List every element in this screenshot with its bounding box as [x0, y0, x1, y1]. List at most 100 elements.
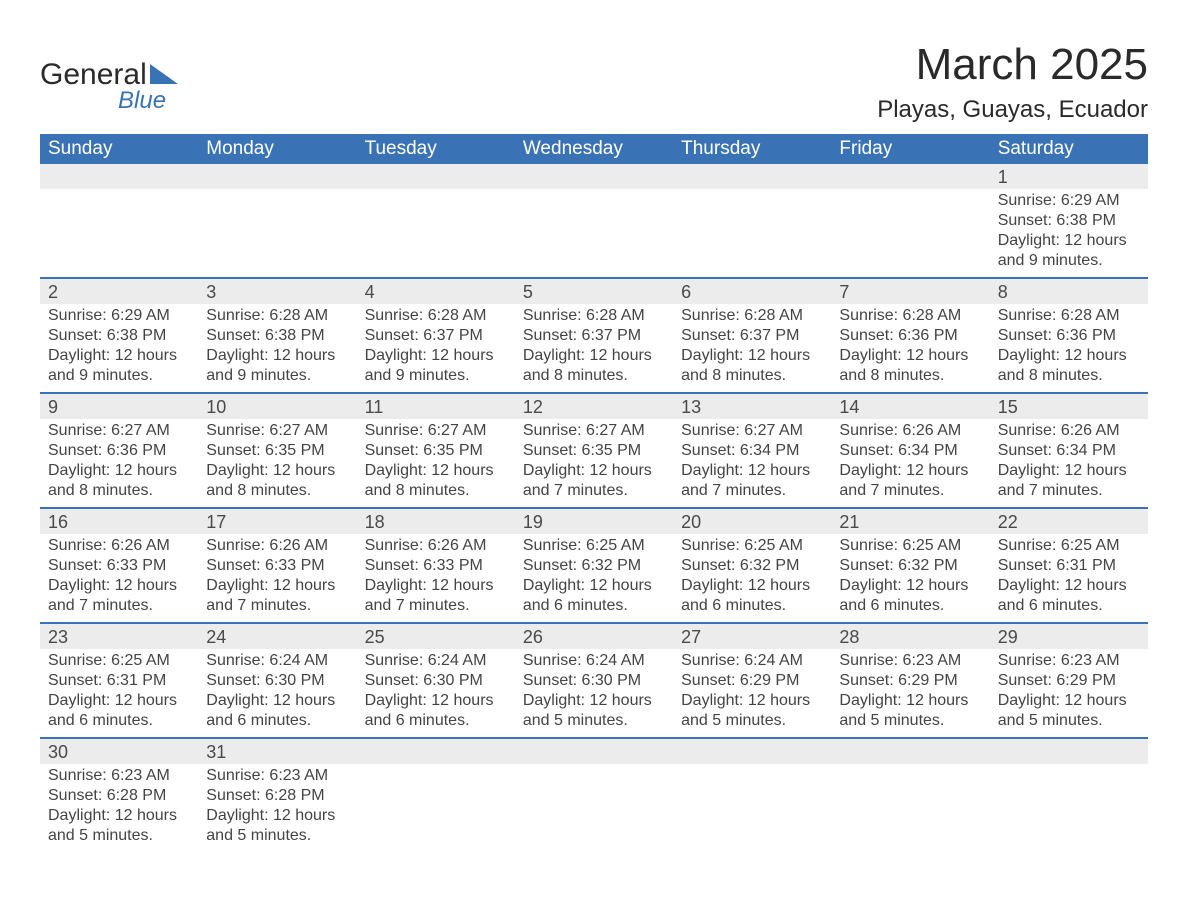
day-info-cell — [673, 764, 831, 852]
day-info-cell — [357, 189, 515, 278]
day-d1: Daylight: 12 hours — [839, 461, 981, 481]
day-info-cell: Sunrise: 6:24 AMSunset: 6:30 PMDaylight:… — [198, 649, 356, 738]
day-d1: Daylight: 12 hours — [523, 576, 665, 596]
day-ss: Sunset: 6:35 PM — [523, 441, 665, 461]
day-number-cell: 20 — [673, 508, 831, 534]
day-d1: Daylight: 12 hours — [681, 346, 823, 366]
day-ss: Sunset: 6:29 PM — [998, 671, 1140, 691]
day-d1: Daylight: 12 hours — [998, 691, 1140, 711]
day-number-cell: 12 — [515, 393, 673, 419]
day-d2: and 6 minutes. — [523, 596, 665, 616]
day-info-cell: Sunrise: 6:28 AMSunset: 6:37 PMDaylight:… — [673, 304, 831, 393]
day-number-cell: 26 — [515, 623, 673, 649]
day-info-cell: Sunrise: 6:23 AMSunset: 6:28 PMDaylight:… — [40, 764, 198, 852]
day-d2: and 8 minutes. — [681, 366, 823, 386]
day-info-cell: Sunrise: 6:25 AMSunset: 6:31 PMDaylight:… — [990, 534, 1148, 623]
day-d2: and 7 minutes. — [206, 596, 348, 616]
day-ss: Sunset: 6:30 PM — [523, 671, 665, 691]
day-sr: Sunrise: 6:23 AM — [839, 651, 981, 671]
day-info-cell: Sunrise: 6:24 AMSunset: 6:30 PMDaylight:… — [515, 649, 673, 738]
weekday-header: Tuesday — [357, 134, 515, 164]
day-number-cell: 14 — [831, 393, 989, 419]
day-number-cell: 19 — [515, 508, 673, 534]
day-number-cell: 16 — [40, 508, 198, 534]
day-ss: Sunset: 6:31 PM — [998, 556, 1140, 576]
day-ss: Sunset: 6:37 PM — [523, 326, 665, 346]
day-d2: and 9 minutes. — [998, 251, 1140, 271]
day-d1: Daylight: 12 hours — [839, 346, 981, 366]
day-ss: Sunset: 6:36 PM — [998, 326, 1140, 346]
day-sr: Sunrise: 6:28 AM — [839, 306, 981, 326]
day-sr: Sunrise: 6:26 AM — [365, 536, 507, 556]
weekday-header: Friday — [831, 134, 989, 164]
day-d1: Daylight: 12 hours — [998, 461, 1140, 481]
day-sr: Sunrise: 6:25 AM — [681, 536, 823, 556]
day-ss: Sunset: 6:33 PM — [48, 556, 190, 576]
day-info-cell — [990, 764, 1148, 852]
day-number-cell: 9 — [40, 393, 198, 419]
day-sr: Sunrise: 6:26 AM — [839, 421, 981, 441]
day-sr: Sunrise: 6:28 AM — [206, 306, 348, 326]
day-d1: Daylight: 12 hours — [523, 691, 665, 711]
day-d2: and 5 minutes. — [48, 826, 190, 846]
day-sr: Sunrise: 6:25 AM — [839, 536, 981, 556]
day-number-cell — [515, 738, 673, 764]
day-sr: Sunrise: 6:23 AM — [48, 766, 190, 786]
day-ss: Sunset: 6:30 PM — [206, 671, 348, 691]
day-d2: and 5 minutes. — [998, 711, 1140, 731]
day-ss: Sunset: 6:36 PM — [48, 441, 190, 461]
day-info-cell — [831, 189, 989, 278]
day-info-cell: Sunrise: 6:27 AMSunset: 6:35 PMDaylight:… — [515, 419, 673, 508]
day-info-row: Sunrise: 6:26 AMSunset: 6:33 PMDaylight:… — [40, 534, 1148, 623]
day-info-cell: Sunrise: 6:24 AMSunset: 6:29 PMDaylight:… — [673, 649, 831, 738]
day-ss: Sunset: 6:31 PM — [48, 671, 190, 691]
day-d2: and 5 minutes. — [523, 711, 665, 731]
day-d1: Daylight: 12 hours — [48, 461, 190, 481]
month-title: March 2025 — [877, 40, 1148, 90]
day-sr: Sunrise: 6:25 AM — [48, 651, 190, 671]
day-d1: Daylight: 12 hours — [206, 346, 348, 366]
day-number-cell: 8 — [990, 278, 1148, 304]
day-d1: Daylight: 12 hours — [48, 806, 190, 826]
day-number-cell: 28 — [831, 623, 989, 649]
day-sr: Sunrise: 6:27 AM — [523, 421, 665, 441]
day-number-cell — [40, 164, 198, 189]
day-sr: Sunrise: 6:27 AM — [365, 421, 507, 441]
day-d1: Daylight: 12 hours — [365, 461, 507, 481]
day-number-cell — [357, 738, 515, 764]
logo: General Blue — [40, 58, 178, 115]
day-number-cell — [673, 164, 831, 189]
day-info-cell — [673, 189, 831, 278]
weekday-header: Saturday — [990, 134, 1148, 164]
day-sr: Sunrise: 6:26 AM — [206, 536, 348, 556]
day-info-row: Sunrise: 6:27 AMSunset: 6:36 PMDaylight:… — [40, 419, 1148, 508]
day-number-cell — [990, 738, 1148, 764]
day-number-cell — [831, 164, 989, 189]
day-d2: and 6 minutes. — [681, 596, 823, 616]
day-d1: Daylight: 12 hours — [365, 691, 507, 711]
day-d1: Daylight: 12 hours — [998, 231, 1140, 251]
day-info-cell — [198, 189, 356, 278]
day-info-cell — [515, 764, 673, 852]
day-d2: and 5 minutes. — [206, 826, 348, 846]
day-d2: and 6 minutes. — [206, 711, 348, 731]
day-d1: Daylight: 12 hours — [523, 461, 665, 481]
day-sr: Sunrise: 6:24 AM — [206, 651, 348, 671]
day-d2: and 6 minutes. — [839, 596, 981, 616]
day-info-cell: Sunrise: 6:24 AMSunset: 6:30 PMDaylight:… — [357, 649, 515, 738]
day-d2: and 7 minutes. — [523, 481, 665, 501]
day-d2: and 7 minutes. — [48, 596, 190, 616]
day-ss: Sunset: 6:29 PM — [681, 671, 823, 691]
day-info-cell: Sunrise: 6:28 AMSunset: 6:37 PMDaylight:… — [357, 304, 515, 393]
day-d1: Daylight: 12 hours — [998, 576, 1140, 596]
day-info-cell — [40, 189, 198, 278]
day-number-cell: 15 — [990, 393, 1148, 419]
day-number-cell: 3 — [198, 278, 356, 304]
day-info-cell: Sunrise: 6:26 AMSunset: 6:33 PMDaylight:… — [357, 534, 515, 623]
weekday-header-row: Sunday Monday Tuesday Wednesday Thursday… — [40, 134, 1148, 164]
day-d1: Daylight: 12 hours — [48, 576, 190, 596]
day-ss: Sunset: 6:30 PM — [365, 671, 507, 691]
day-ss: Sunset: 6:34 PM — [681, 441, 823, 461]
day-ss: Sunset: 6:35 PM — [365, 441, 507, 461]
logo-word2: Blue — [118, 87, 178, 115]
